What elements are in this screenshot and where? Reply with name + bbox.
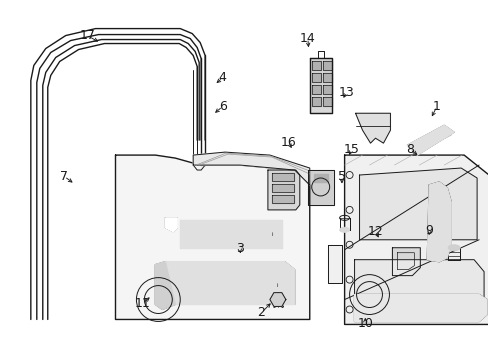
Text: 2: 2 (257, 306, 265, 319)
Text: 13: 13 (338, 86, 354, 99)
Polygon shape (407, 125, 453, 155)
Polygon shape (271, 195, 293, 203)
Polygon shape (322, 85, 331, 94)
Polygon shape (344, 155, 488, 324)
Polygon shape (322, 73, 331, 82)
Polygon shape (311, 97, 320, 106)
Polygon shape (271, 173, 293, 181)
Polygon shape (267, 170, 299, 210)
Polygon shape (311, 73, 320, 82)
Text: 9: 9 (425, 224, 433, 237)
Polygon shape (165, 218, 177, 232)
Ellipse shape (447, 245, 459, 251)
Text: 17: 17 (80, 29, 95, 42)
Text: 12: 12 (367, 225, 383, 238)
Polygon shape (193, 152, 309, 185)
Polygon shape (115, 155, 309, 319)
Polygon shape (311, 62, 320, 71)
Polygon shape (427, 182, 450, 262)
Polygon shape (354, 294, 486, 321)
Polygon shape (322, 97, 331, 106)
Text: 8: 8 (406, 143, 413, 156)
Polygon shape (271, 184, 293, 192)
Text: i: i (276, 283, 277, 288)
Text: i: i (270, 232, 272, 237)
Polygon shape (180, 220, 281, 248)
Polygon shape (359, 168, 476, 240)
Text: 6: 6 (218, 100, 226, 113)
Text: 11: 11 (134, 297, 150, 310)
Polygon shape (313, 174, 327, 182)
Text: 1: 1 (432, 100, 440, 113)
Text: 3: 3 (235, 242, 243, 255)
Text: 4: 4 (218, 71, 226, 84)
Polygon shape (392, 248, 420, 276)
Polygon shape (354, 260, 483, 315)
Polygon shape (269, 293, 285, 306)
Ellipse shape (339, 227, 349, 232)
Text: 7: 7 (60, 170, 68, 183)
Polygon shape (322, 62, 331, 71)
Polygon shape (309, 58, 331, 113)
Polygon shape (155, 262, 294, 305)
Text: 14: 14 (299, 32, 315, 45)
Polygon shape (155, 262, 175, 310)
Polygon shape (307, 170, 333, 205)
Polygon shape (311, 85, 320, 94)
Text: 15: 15 (343, 143, 359, 156)
Polygon shape (355, 113, 389, 143)
Text: 16: 16 (280, 136, 296, 149)
Text: 5: 5 (337, 170, 345, 183)
Polygon shape (327, 245, 341, 283)
Text: 10: 10 (357, 317, 372, 330)
